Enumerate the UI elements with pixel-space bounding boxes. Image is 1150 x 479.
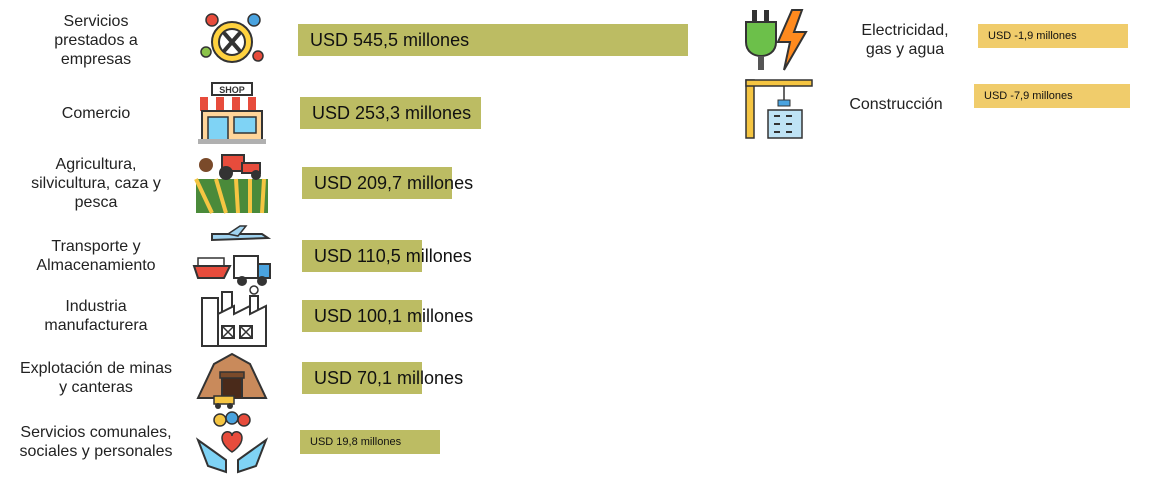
category-label-line: gas y agua bbox=[865, 41, 945, 58]
community-icon bbox=[192, 410, 272, 474]
bar: USD 545,5 millones bbox=[298, 24, 688, 56]
category-label: Comercio bbox=[4, 104, 188, 123]
bar-value-label: USD 19,8 millones bbox=[310, 436, 402, 448]
factory-icon bbox=[192, 284, 272, 348]
category-label-line: sociales y personales bbox=[19, 443, 173, 460]
category-label: Agricultura, silvicultura, caza y pesca bbox=[4, 155, 188, 212]
bar-value-label: USD -1,9 millones bbox=[988, 30, 1077, 42]
category-label: Servicios prestados a empresas bbox=[4, 12, 188, 69]
category-label-line: Agricultura, bbox=[55, 155, 137, 173]
bar-value-label: USD -7,9 millones bbox=[984, 90, 1073, 102]
shop-icon: SHOP bbox=[192, 81, 272, 145]
bar-value-label: USD 253,3 millones bbox=[312, 102, 472, 123]
bar: USD 19,8 millones bbox=[300, 430, 440, 454]
construction-crane-icon bbox=[738, 76, 818, 140]
category-label-line: Almacenamiento bbox=[36, 257, 156, 274]
mine-icon bbox=[192, 346, 272, 410]
category-label-line: pesca bbox=[74, 193, 118, 211]
category-label: Servicios comunales, sociales y personale… bbox=[4, 423, 188, 461]
category-label-line: y canteras bbox=[59, 379, 133, 396]
svg-text:SHOP: SHOP bbox=[219, 85, 245, 95]
category-label-line: Servicios comunales, bbox=[20, 424, 172, 441]
category-label-line: manufacturera bbox=[44, 317, 148, 334]
category-label-line: prestados a bbox=[54, 31, 138, 49]
bar-value-label: USD 70,1 millones bbox=[314, 367, 464, 388]
tractor-icon bbox=[192, 151, 272, 215]
bar-value-label: USD 545,5 millones bbox=[310, 29, 470, 50]
bar-value-label: USD 100,1 millones bbox=[314, 305, 474, 326]
bar: USD 100,1 millones bbox=[302, 300, 473, 332]
bar: USD 70,1 millones bbox=[302, 362, 463, 394]
bar: USD 110,5 millones bbox=[302, 240, 472, 272]
category-label-line: Construcción bbox=[849, 95, 943, 113]
category-label-line: Industria bbox=[65, 298, 127, 315]
business-services-icon bbox=[192, 8, 272, 72]
category-label: Industria manufacturera bbox=[4, 297, 188, 335]
bar: USD -7,9 millones bbox=[974, 84, 1130, 108]
transport-icon bbox=[192, 224, 272, 288]
category-label: Electricidad, gas y agua bbox=[830, 21, 980, 59]
bar-value-label: USD 209,7 millones bbox=[314, 172, 474, 193]
category-label: Explotación de minas y canteras bbox=[4, 359, 188, 397]
category-label-line: Electricidad, bbox=[861, 22, 949, 39]
category-label-line: Explotación de minas bbox=[19, 360, 173, 377]
bar: USD 209,7 millones bbox=[302, 167, 473, 199]
bar: USD 253,3 millones bbox=[300, 97, 482, 129]
category-label-line: Servicios bbox=[63, 12, 129, 30]
bar: USD -1,9 millones bbox=[978, 24, 1128, 48]
category-label-line: silvicultura, caza y bbox=[31, 174, 161, 192]
category-label: Construcción bbox=[830, 95, 962, 114]
plug-bolt-icon bbox=[738, 8, 818, 72]
bar-value-label: USD 110,5 millones bbox=[314, 245, 472, 266]
category-label-line: Comercio bbox=[61, 104, 131, 122]
category-label-line: empresas bbox=[60, 50, 132, 68]
category-label: Transporte y Almacenamiento bbox=[4, 237, 188, 275]
category-label-line: Transporte y bbox=[51, 238, 141, 255]
